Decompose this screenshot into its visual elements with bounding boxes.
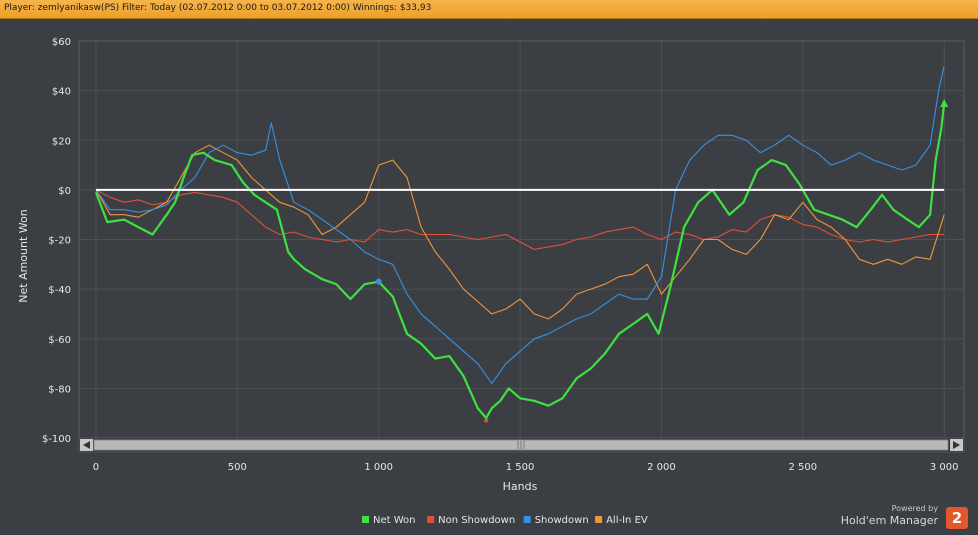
- series-line-non-showdown: [95, 189, 945, 250]
- legend-swatch: [427, 516, 435, 523]
- y-axis-ticks: $-100 $-80 $-60 $-40 $-20 $0 $20 $40 $60: [42, 37, 71, 445]
- horizontal-scrollbar[interactable]: [78, 437, 965, 453]
- series-markers: [375, 99, 949, 423]
- y-tick-label: $-20: [48, 236, 71, 247]
- non-showdown-marker: [484, 418, 489, 423]
- scroll-left-icon[interactable]: [83, 441, 90, 449]
- y-tick-label: $60: [52, 37, 71, 48]
- legend-label: Showdown: [535, 515, 589, 526]
- chart-legend: Net Won Non Showdown Showdown All-In EV: [362, 515, 648, 526]
- holdem-manager-logo: Powered by Hold'em Manager 2: [828, 504, 968, 532]
- filter-header-bar: Player: zemlyanikasw(PS) Filter: Today (…: [0, 0, 978, 19]
- filter-header-text: Player: zemlyanikasw(PS) Filter: Today (…: [4, 3, 432, 13]
- y-tick-label: $-80: [48, 384, 71, 395]
- x-tick-label: 0: [93, 462, 99, 473]
- y-axis-label: Net Amount Won: [17, 209, 30, 302]
- showdown-marker: [375, 278, 382, 285]
- x-tick-label: 1 500: [506, 462, 535, 473]
- series-line-all-in-ev: [95, 144, 945, 320]
- x-tick-label: 2 500: [789, 462, 818, 473]
- x-axis-label: Hands: [503, 480, 538, 493]
- y-tick-label: $0: [58, 186, 71, 197]
- legend-label: All-In EV: [606, 515, 648, 526]
- x-axis-ticks: 0 500 1 000 1 500 2 000 2 500 3 000: [93, 462, 959, 473]
- y-tick-label: $40: [52, 87, 71, 98]
- legend-label: Net Won: [373, 515, 416, 526]
- series-line-net-won: [94, 102, 946, 420]
- x-tick-label: 3 000: [930, 462, 959, 473]
- legend-label: Non Showdown: [438, 515, 515, 526]
- net-won-end-arrow-icon: [940, 99, 949, 108]
- x-tick-label: 500: [228, 462, 247, 473]
- legend-swatch: [362, 516, 369, 523]
- y-tick-label: $-100: [42, 434, 71, 445]
- hm2-badge-icon: 2: [946, 507, 968, 529]
- brand-name: Hold'em Manager: [840, 514, 938, 527]
- powered-by-text: Powered by: [891, 504, 938, 513]
- legend-swatch: [595, 516, 603, 523]
- y-tick-label: $-60: [48, 335, 71, 346]
- scroll-right-icon[interactable]: [953, 441, 960, 449]
- net-won-graph: $-100 $-80 $-60 $-40 $-20 $0 $20 $40 $60 0 500 1 0…: [17, 37, 965, 526]
- x-tick-label: 2 000: [647, 462, 676, 473]
- legend-swatch: [523, 516, 531, 523]
- y-tick-label: $-40: [48, 285, 71, 296]
- series-lines: [94, 65, 946, 420]
- x-tick-label: 1 000: [364, 462, 393, 473]
- y-tick-label: $20: [52, 136, 71, 147]
- chart-grid: [79, 40, 964, 439]
- series-line-showdown: [95, 65, 945, 384]
